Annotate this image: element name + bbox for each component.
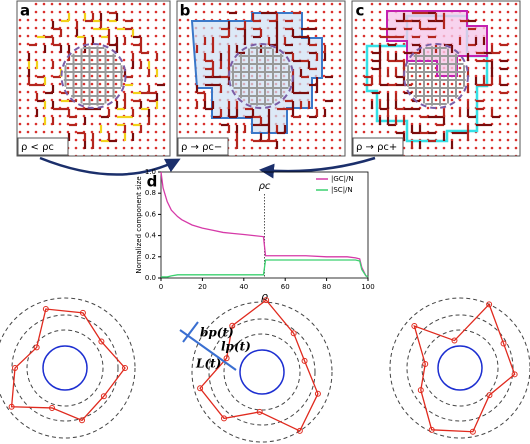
circle-diagram [389, 297, 530, 439]
series-line [160, 171, 369, 278]
monomer [42, 306, 49, 313]
panel-label: c [356, 2, 365, 20]
x-tick-label: 60 [281, 283, 290, 291]
polymer [413, 303, 516, 433]
monomer [79, 309, 86, 316]
monomer [422, 360, 429, 367]
caption-box [17, 137, 69, 156]
y-tick-label: 0.8 [145, 189, 156, 197]
monomer [500, 340, 507, 347]
ring [0, 297, 136, 439]
ring [208, 318, 316, 426]
monomer [49, 404, 56, 411]
lattice-panel: b ρ → ρc− [176, 0, 346, 157]
caption-box [352, 137, 404, 156]
y-tick-label: 0.4 [145, 232, 157, 240]
y-tick-label: 0.2 [145, 253, 156, 261]
series-line [161, 259, 369, 278]
core [42, 345, 88, 391]
panel-label: d [147, 173, 158, 191]
x-tick-label: 80 [322, 283, 331, 291]
lattice-panel: c ρ → ρc+ [351, 0, 521, 157]
ring [11, 314, 119, 422]
monomer [511, 371, 518, 378]
monomer [8, 403, 15, 410]
monomer [469, 428, 476, 435]
monomer [223, 355, 230, 362]
label-box [353, 2, 369, 18]
ring [223, 333, 301, 411]
diagram-label: bp(t) [200, 326, 234, 340]
obstacle-circle [60, 43, 127, 109]
monomer [290, 330, 297, 337]
diagram-label: L(t) [195, 357, 221, 371]
monomer [263, 297, 270, 304]
panel-label: b [180, 2, 191, 20]
annotation: ρc [259, 181, 271, 192]
panel-caption: ρ → ρc+ [356, 142, 397, 153]
lattice-panel: a ρ < ρc [16, 0, 171, 157]
obstacle-circle [228, 43, 294, 109]
circle-diagram [191, 297, 333, 443]
y-tick-label: 1.0 [145, 168, 156, 176]
ring [26, 329, 104, 407]
arrow [259, 156, 376, 179]
y-tick-label: 0.6 [145, 210, 157, 218]
ring [191, 301, 333, 443]
monomer [122, 365, 128, 371]
monomer [33, 344, 40, 351]
ring [421, 329, 499, 407]
monomer [417, 387, 424, 394]
legend-label: |SC|/N [331, 186, 353, 194]
monomer [229, 322, 236, 329]
monomer [296, 427, 303, 434]
core [239, 349, 285, 395]
x-axis-label: ρ [261, 290, 268, 303]
monomer [411, 323, 418, 330]
x-tick-label: 40 [239, 283, 248, 291]
monomer [98, 338, 105, 345]
monomer [486, 301, 493, 308]
diagram-label: lp(t) [221, 340, 251, 354]
monomer [451, 337, 458, 344]
measure-line [182, 321, 199, 343]
polymer [199, 299, 319, 432]
circle-diagram [0, 297, 136, 439]
monomer [221, 415, 228, 422]
y-tick-label: 0.0 [145, 274, 156, 282]
core [437, 345, 483, 391]
panel-label: a [20, 2, 30, 20]
panel-caption: ρ < ρc [21, 142, 54, 153]
panel-frame [16, 0, 171, 157]
panel-caption: ρ → ρc− [181, 142, 222, 153]
monomer [78, 417, 85, 424]
monomer [486, 392, 493, 399]
ring [389, 297, 530, 439]
legend-label: |GC|/N [331, 175, 354, 183]
x-tick-label: 100 [361, 283, 374, 291]
label-box [18, 2, 34, 18]
monomer [301, 357, 308, 364]
monomer [12, 365, 18, 371]
arrow [39, 156, 181, 176]
monomer [314, 390, 321, 397]
monomer [100, 393, 107, 400]
x-tick-label: 0 [159, 283, 163, 291]
label-box [178, 2, 194, 18]
polymer [10, 308, 126, 422]
x-tick-label: 20 [198, 283, 207, 291]
measure-line [179, 329, 237, 371]
caption-box [177, 137, 229, 156]
monomer [256, 408, 263, 415]
monomer [428, 426, 435, 433]
y-axis-label: Normalized component size [135, 176, 143, 273]
plot-frame [160, 171, 369, 279]
monomer [197, 385, 204, 392]
obstacle-circle [403, 43, 469, 109]
ring [406, 314, 514, 422]
